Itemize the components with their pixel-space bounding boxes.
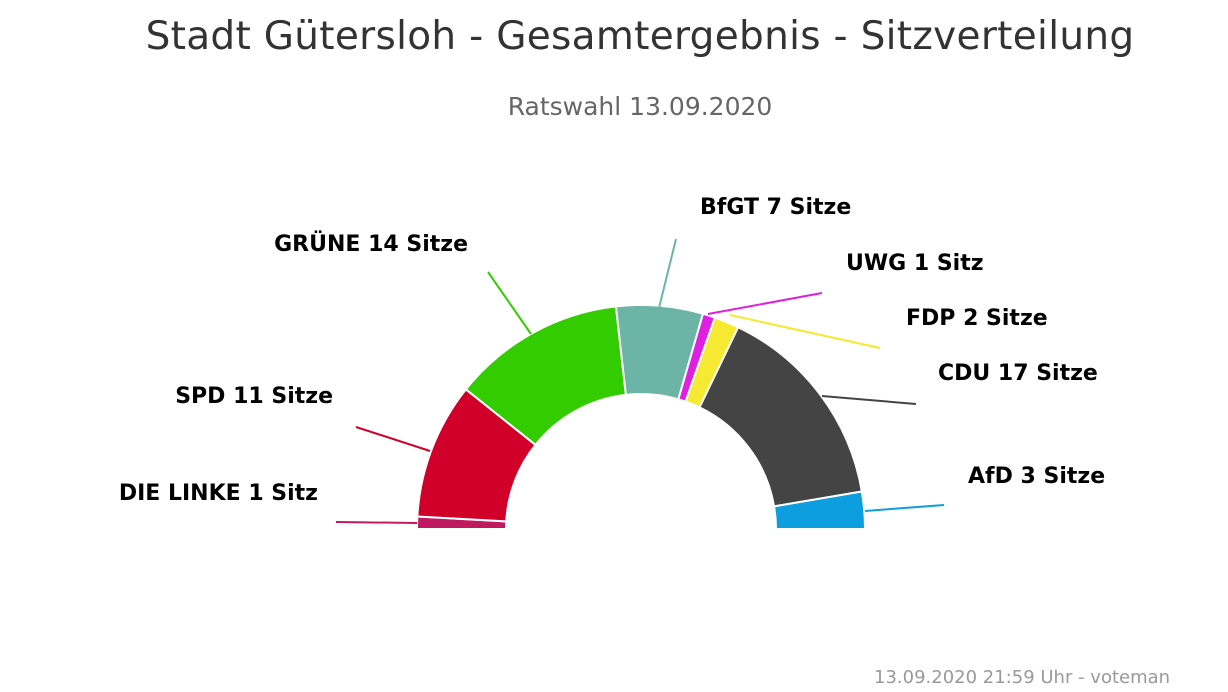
connector-cdu	[821, 395, 917, 405]
data-label-die-linke: DIE LINKE 1 Sitz	[119, 481, 318, 506]
data-label-spd: SPD 11 Sitze	[175, 384, 333, 409]
connectors-layer	[335, 238, 945, 524]
connector-fdp	[729, 314, 881, 349]
slice-afd[interactable]	[772, 490, 867, 530]
connector-gruene	[487, 271, 532, 335]
connector-afd	[864, 504, 945, 512]
chart-subtitle: Ratswahl 13.09.2020	[507, 92, 773, 121]
data-label-uwg: UWG 1 Sitz	[846, 251, 984, 276]
connector-spd	[355, 426, 431, 452]
data-label-bfgt: BfGT 7 Sitze	[700, 195, 851, 220]
labels-layer: DIE LINKE 1 Sitz SPD 11 Sitze GRÜNE 14 Sit…	[119, 195, 1105, 506]
data-label-gruene: GRÜNE 14 Sitze	[274, 231, 468, 257]
data-label-afd: AfD 3 Sitze	[968, 464, 1105, 489]
connector-uwg	[707, 292, 823, 315]
credits-text: 13.09.2020 21:59 Uhr - voteman	[874, 667, 1171, 688]
data-label-fdp: FDP 2 Sitze	[906, 306, 1048, 331]
chart-title: Stadt Gütersloh - Gesamtergebnis - Sitzv…	[145, 14, 1135, 59]
slices-layer	[415, 304, 867, 530]
connector-die-linke	[335, 521, 418, 524]
connector-bfgt	[658, 238, 677, 309]
data-label-cdu: CDU 17 Sitze	[938, 361, 1098, 386]
